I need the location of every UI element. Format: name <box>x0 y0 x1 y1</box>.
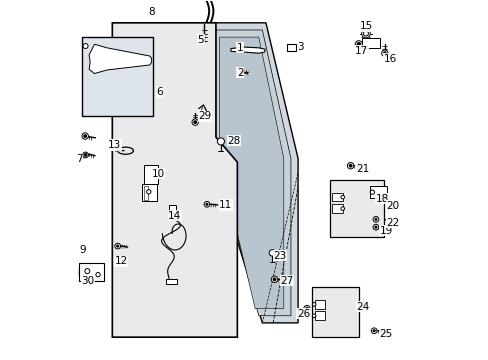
Circle shape <box>84 269 90 274</box>
Circle shape <box>205 203 207 205</box>
Text: 10: 10 <box>151 168 164 179</box>
Bar <box>362 38 379 48</box>
Bar <box>80 263 103 281</box>
Circle shape <box>340 195 344 199</box>
Text: 22: 22 <box>386 218 399 228</box>
Circle shape <box>305 307 308 310</box>
Circle shape <box>372 330 374 332</box>
Text: 19: 19 <box>379 226 392 236</box>
Bar <box>165 279 176 284</box>
Circle shape <box>96 273 100 277</box>
Circle shape <box>217 138 224 145</box>
Bar <box>331 193 342 202</box>
Text: 21: 21 <box>355 164 368 174</box>
Circle shape <box>146 190 151 194</box>
Circle shape <box>83 44 88 49</box>
Polygon shape <box>112 23 237 337</box>
Circle shape <box>369 190 374 194</box>
Circle shape <box>303 305 309 312</box>
Circle shape <box>312 314 315 318</box>
Text: 20: 20 <box>386 201 399 211</box>
Text: 27: 27 <box>280 276 293 286</box>
Circle shape <box>340 207 344 210</box>
Text: 18: 18 <box>375 194 388 203</box>
Text: 6: 6 <box>156 87 163 98</box>
Text: 5: 5 <box>197 35 204 45</box>
Bar <box>315 311 325 320</box>
Text: 23: 23 <box>273 251 286 261</box>
Polygon shape <box>212 23 298 323</box>
Polygon shape <box>230 47 264 53</box>
Bar <box>312 287 358 337</box>
Circle shape <box>115 243 121 249</box>
Text: 2: 2 <box>236 68 243 78</box>
Circle shape <box>82 133 88 139</box>
Text: 29: 29 <box>198 111 211 121</box>
Text: 26: 26 <box>296 309 309 319</box>
Bar <box>287 44 295 51</box>
Bar <box>331 204 342 213</box>
Text: 17: 17 <box>354 46 367 56</box>
Circle shape <box>346 162 353 169</box>
Circle shape <box>383 52 386 55</box>
Circle shape <box>374 218 376 220</box>
Text: 11: 11 <box>219 200 232 210</box>
Circle shape <box>271 276 277 283</box>
Text: 1: 1 <box>236 43 243 53</box>
Circle shape <box>312 302 315 306</box>
Circle shape <box>84 154 87 157</box>
Circle shape <box>348 164 351 167</box>
Text: 3: 3 <box>297 42 304 52</box>
Circle shape <box>361 29 369 38</box>
Circle shape <box>193 121 196 123</box>
Text: 14: 14 <box>168 211 181 221</box>
Bar <box>143 186 148 200</box>
Circle shape <box>372 224 378 230</box>
Bar <box>169 205 176 213</box>
Polygon shape <box>216 30 290 316</box>
Circle shape <box>363 31 367 36</box>
Text: 15: 15 <box>359 21 372 31</box>
Text: 12: 12 <box>114 256 128 266</box>
Circle shape <box>268 249 275 256</box>
Bar <box>144 165 158 184</box>
Circle shape <box>82 152 88 158</box>
Text: 28: 28 <box>227 136 240 146</box>
Circle shape <box>370 328 376 334</box>
Text: 16: 16 <box>383 54 396 64</box>
Text: 25: 25 <box>379 329 392 339</box>
Circle shape <box>170 213 175 218</box>
Text: 8: 8 <box>148 7 155 17</box>
Circle shape <box>272 278 275 281</box>
Circle shape <box>381 50 387 57</box>
Circle shape <box>356 42 360 46</box>
Text: 24: 24 <box>356 302 369 312</box>
Bar <box>369 186 386 198</box>
Text: 9: 9 <box>79 245 86 255</box>
Text: 13: 13 <box>108 140 121 150</box>
Polygon shape <box>89 44 151 73</box>
Bar <box>329 180 383 237</box>
Circle shape <box>374 226 376 228</box>
Circle shape <box>382 194 386 198</box>
Polygon shape <box>219 37 283 309</box>
Circle shape <box>116 245 119 247</box>
Text: 7: 7 <box>76 154 82 164</box>
Bar <box>82 37 153 116</box>
Circle shape <box>354 41 362 48</box>
Circle shape <box>203 202 209 207</box>
Circle shape <box>372 216 378 222</box>
Circle shape <box>83 135 86 138</box>
Text: 30: 30 <box>81 276 94 286</box>
Bar <box>315 300 325 309</box>
Text: 4: 4 <box>198 111 204 121</box>
Circle shape <box>192 119 198 125</box>
Bar <box>142 184 156 202</box>
